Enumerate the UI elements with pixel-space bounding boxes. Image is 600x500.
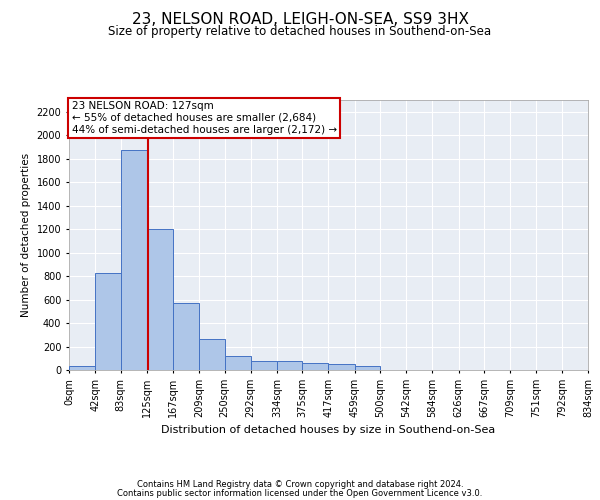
Text: 23 NELSON ROAD: 127sqm
← 55% of detached houses are smaller (2,684)
44% of semi-: 23 NELSON ROAD: 127sqm ← 55% of detached… [71,102,337,134]
Bar [302,363,329,370]
X-axis label: Distribution of detached houses by size in Southend-on-Sea: Distribution of detached houses by size … [161,426,496,436]
Text: 23, NELSON ROAD, LEIGH-ON-SEA, SS9 3HX: 23, NELSON ROAD, LEIGH-ON-SEA, SS9 3HX [131,12,469,28]
Bar [95,272,121,370]
Bar [69,366,95,370]
Y-axis label: Number of detached properties: Number of detached properties [21,153,31,317]
Bar [199,340,224,370]
Bar [355,366,380,370]
Text: Size of property relative to detached houses in Southend-on-Sea: Size of property relative to detached ho… [109,25,491,38]
Text: Contains HM Land Registry data © Crown copyright and database right 2024.: Contains HM Land Registry data © Crown c… [137,480,463,489]
Text: Contains public sector information licensed under the Open Government Licence v3: Contains public sector information licen… [118,488,482,498]
Bar [329,364,355,370]
Bar [121,150,147,370]
Bar [251,361,277,370]
Bar [147,229,173,370]
Bar [224,356,251,370]
Bar [277,361,302,370]
Bar [173,303,199,370]
